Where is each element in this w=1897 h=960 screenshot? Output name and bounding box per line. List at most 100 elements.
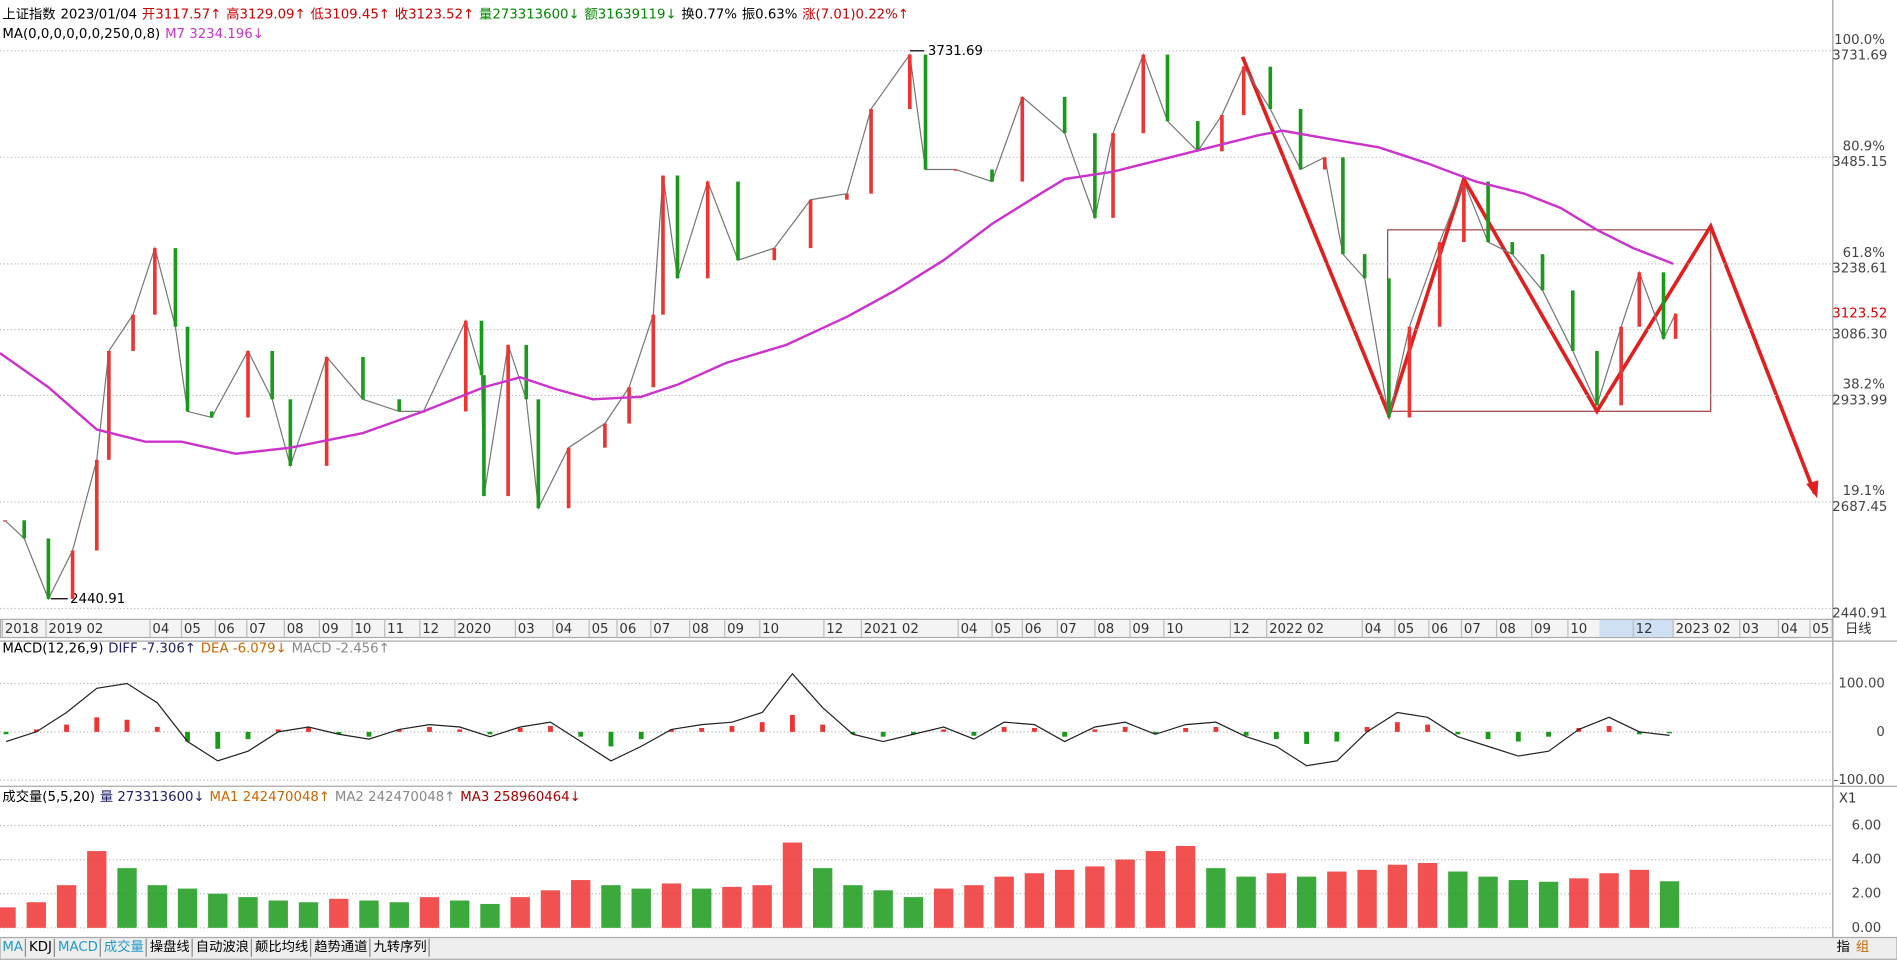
toolbar [0,936,1897,960]
price-tick-label: 3238.61 [1832,262,1887,277]
macd-bar [578,731,584,737]
macd-bar [185,731,190,742]
candle [1241,66,1246,116]
price-tick-label: 3731.69 [1832,49,1887,64]
price-tick-label: 2440.91 [1832,606,1887,621]
macd-bar [729,726,735,732]
pct-tick-label: 61.8% [1843,246,1885,261]
candle [246,350,250,418]
volume-bar [389,902,409,928]
candle [1387,278,1391,418]
candle [1637,272,1642,327]
volume-tick-label: 4.00 [1852,853,1882,868]
volume-bar [1175,845,1196,928]
date-label: 2022 02 [1269,622,1324,637]
volume-bar [117,868,137,928]
candle [479,320,484,376]
volume-bar [1054,869,1075,928]
toolbar-right[interactable]: 指 [1837,939,1850,955]
toolbar-tab[interactable]: 自动波浪 [196,939,249,955]
header-field: 换0.77% [681,7,737,23]
volume-bar [1327,871,1347,928]
candle [1540,254,1545,291]
macd-bar [366,731,372,737]
macd-bar [396,729,402,732]
header-field: DIFF -7.306↑ [108,641,196,656]
candle [566,447,571,509]
toolbar-tab[interactable]: MA [2,940,23,955]
macd-bar [941,729,947,732]
date-label: 09 [727,622,744,637]
candle [1322,157,1327,170]
period-label: 日线 [1845,621,1872,637]
macd-bar [487,731,493,735]
price-line [4,52,1677,601]
macd-bar [1667,731,1672,734]
candle [1462,181,1466,243]
candle [270,350,275,400]
candle [1661,272,1666,339]
candle [869,108,873,194]
date-label: 05 [1812,622,1829,637]
volume-bar [1145,851,1166,928]
candle [46,538,51,599]
pct-tick-label: 38.2% [1843,378,1885,393]
volume-bar [208,893,228,928]
toolbar-tab[interactable]: 成交量 [104,938,144,955]
candle [736,181,740,261]
volume-bar [329,898,349,928]
volume-bar [903,897,924,928]
date-label: 05 [1397,622,1414,637]
macd-bar [1515,731,1521,742]
macd-bar [517,727,523,732]
header-field: 高3129.09↑ [226,6,305,23]
macd-bar [215,731,221,749]
candle [1020,96,1025,182]
macd-tick-label: 0 [1876,725,1884,740]
toolbar-tab[interactable]: MACD [58,940,98,955]
toolbar-tab[interactable]: KDJ [29,940,52,955]
volume-bar [1387,864,1408,928]
volume-bar [1417,863,1438,928]
date-label: 03 [1742,622,1759,637]
date-label: 2019 02 [48,622,103,637]
candle [1486,181,1490,243]
date-label: 12 [1636,622,1653,637]
volume-bar [692,888,712,928]
volume-bar [540,890,561,928]
volume-bar [0,907,16,928]
toolbar-tab[interactable]: 九转序列 [374,939,427,955]
toolbar-right[interactable]: 组 [1856,939,1869,955]
toolbar-tab[interactable]: 趋势通道 [314,939,367,955]
header-field: 低3109.45↑ [310,7,389,23]
header-field: MA2 242470048↑ [335,790,456,805]
volume-bar [964,885,984,928]
date-label: 06 [1025,622,1042,637]
diff-line [5,672,1670,767]
candle [94,459,99,551]
macd-bar [1152,731,1158,735]
candle [808,199,813,249]
date-label: 09 [1132,622,1149,637]
date-label: 08 [1499,622,1516,637]
candle [185,326,190,412]
date-label: 10 [762,622,779,637]
toolbar-tab[interactable]: 颠比均线 [255,939,308,955]
header-field: 振0.63% [742,7,798,23]
volume-bar [1599,873,1619,928]
candle [772,248,777,261]
macd-bar [154,727,160,732]
candle [1341,157,1345,255]
candle [627,387,631,424]
volume-bar [601,885,621,928]
macd-bar [1122,727,1128,732]
date-label: 04 [1365,622,1382,637]
volume-bar [752,885,772,928]
toolbar-tab[interactable]: 操盘线 [150,938,190,955]
date-label: 09 [322,622,339,637]
volume-bar [87,851,107,928]
candle [845,193,849,200]
